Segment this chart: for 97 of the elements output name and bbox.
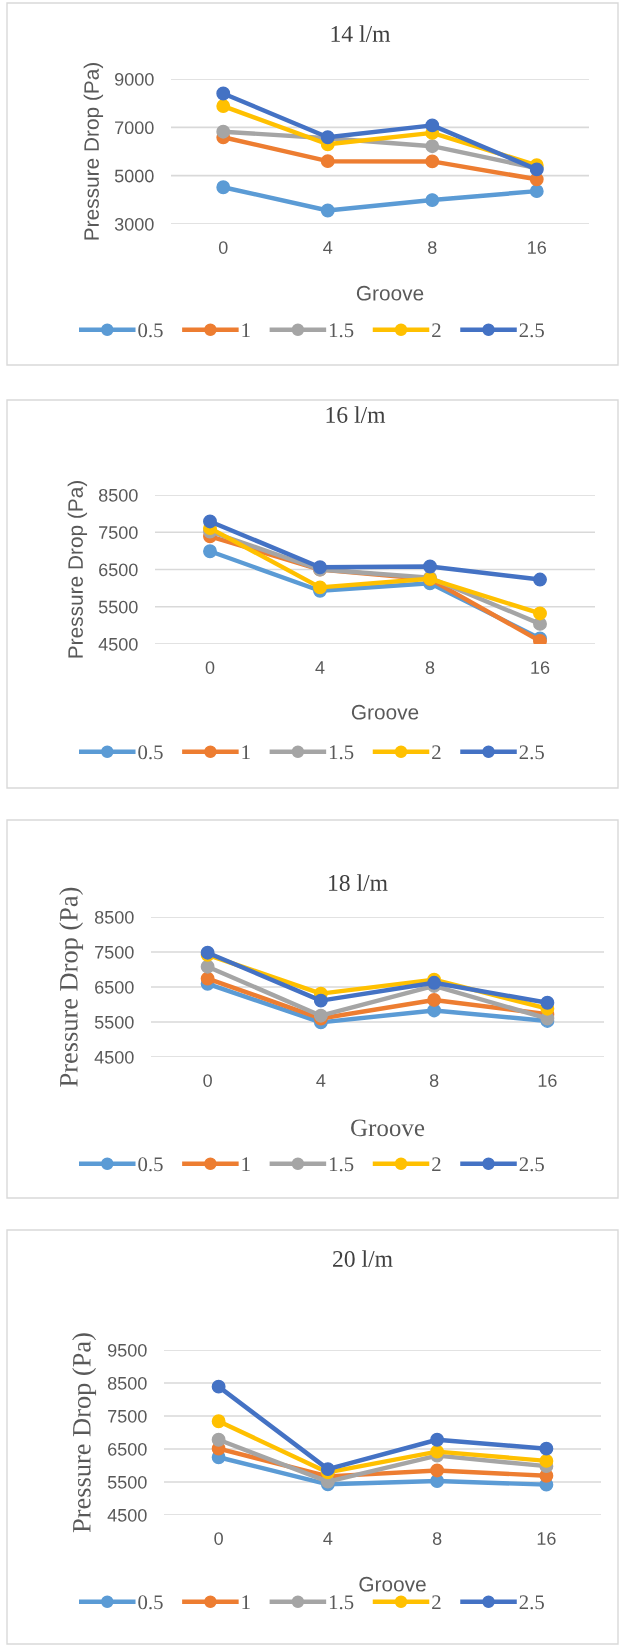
y-tick-label: 5500: [107, 1475, 147, 1489]
legend-label: 2: [432, 745, 441, 760]
point: [425, 193, 440, 208]
legend-label: 1: [242, 745, 250, 760]
x-tick-label: 8: [429, 1074, 439, 1087]
point: [423, 559, 437, 574]
point: [216, 124, 231, 139]
x-tick-label: 4: [323, 241, 333, 254]
y-axis-title: Pressure Drop (Pa): [67, 481, 88, 658]
y-tick-label: 3000: [114, 217, 154, 231]
chart-title: 14 l/m: [331, 25, 391, 42]
point: [430, 1463, 445, 1478]
legend-label: 1.5: [329, 323, 354, 338]
x-axis-title: Groove: [351, 704, 419, 720]
x-tick-label: 4: [323, 1532, 333, 1545]
legend-label: 0.5: [138, 745, 163, 760]
x-tick-label: 16: [528, 241, 546, 254]
chart-title: 20 l/m: [333, 1250, 393, 1267]
y-tick-label: 4500: [98, 637, 138, 651]
point: [211, 1414, 226, 1429]
point: [533, 572, 547, 587]
y-tick-label: 9500: [108, 1343, 147, 1357]
x-tick-label: 8: [425, 661, 435, 674]
point: [430, 1444, 445, 1459]
x-axis-title: Groove: [351, 1119, 425, 1137]
x-tick-label: 8: [428, 241, 437, 254]
legend-label: 2.5: [519, 745, 544, 760]
point: [200, 971, 215, 986]
point: [430, 1432, 445, 1447]
point: [216, 86, 231, 101]
y-tick-label: 9000: [115, 72, 154, 86]
point: [320, 154, 335, 169]
legend-label: 2.5: [519, 323, 544, 338]
point: [425, 139, 440, 154]
legend-label: 2: [432, 1595, 441, 1610]
x-tick-label: 0: [218, 241, 228, 254]
legend-label: 1.5: [329, 1157, 354, 1172]
y-tick-label: 5500: [94, 1015, 134, 1029]
x-tick-label: 4: [315, 661, 325, 674]
y-axis-title: Pressure Drop (Pa): [83, 63, 104, 240]
point: [200, 959, 215, 974]
y-tick-label: 8500: [107, 1376, 147, 1390]
legend-label: 1.5: [329, 1595, 354, 1610]
y-axis-title: Pressure Drop (Pa): [72, 1333, 97, 1533]
x-axis-title: Groove: [359, 1576, 426, 1592]
legend-label: 2: [432, 323, 441, 338]
point: [540, 995, 555, 1010]
x-tick-label: 0: [214, 1532, 223, 1545]
legend-label: 2: [432, 1157, 441, 1172]
point: [533, 606, 547, 621]
legend-label: 2.5: [519, 1157, 544, 1172]
legend-label: 2.5: [519, 1595, 544, 1610]
y-tick-label: 8500: [94, 910, 134, 924]
point: [529, 184, 544, 199]
legend-label: 1: [242, 1595, 250, 1610]
point: [211, 1432, 226, 1447]
point: [539, 1441, 554, 1456]
y-tick-label: 5000: [114, 169, 154, 183]
y-tick-label: 7500: [99, 526, 138, 539]
point: [203, 514, 217, 529]
point: [320, 203, 335, 218]
point: [216, 99, 231, 114]
y-tick-label: 7500: [108, 1409, 147, 1423]
y-tick-label: 7000: [115, 121, 154, 135]
y-tick-label: 6500: [99, 563, 138, 577]
y-tick-label: 7500: [95, 945, 134, 959]
y-tick-label: 6500: [108, 1442, 147, 1456]
legend-label: 0.5: [138, 323, 163, 338]
legend-label: 1.5: [329, 745, 354, 760]
chart-title: 18 l/m: [329, 874, 388, 891]
chart-title: 16 l/m: [326, 406, 386, 423]
x-tick-label: 16: [531, 661, 550, 674]
point: [425, 154, 440, 169]
point: [216, 180, 231, 195]
y-tick-label: 8500: [98, 488, 138, 502]
point: [211, 1379, 226, 1394]
x-tick-label: 16: [537, 1532, 556, 1545]
x-tick-label: 4: [316, 1074, 326, 1087]
x-axis-title: Groove: [356, 285, 424, 301]
y-tick-label: 6500: [95, 980, 134, 994]
x-tick-label: 0: [203, 1074, 212, 1087]
point: [203, 544, 217, 559]
y-tick-label: 4500: [94, 1050, 134, 1064]
point: [427, 993, 442, 1007]
legend-label: 1: [242, 1157, 250, 1172]
legend-label: 0.5: [138, 1595, 163, 1610]
point: [539, 1453, 554, 1468]
x-tick-label: 16: [538, 1074, 557, 1087]
point: [313, 993, 328, 1008]
y-axis-title: Pressure Drop (Pa): [59, 887, 84, 1087]
point: [425, 118, 440, 133]
x-tick-label: 0: [205, 661, 215, 674]
y-tick-label: 4500: [107, 1508, 147, 1522]
y-tick-label: 5500: [98, 600, 138, 614]
legend-label: 1: [242, 323, 250, 338]
legend-label: 0.5: [138, 1157, 163, 1172]
x-tick-label: 8: [432, 1532, 442, 1545]
